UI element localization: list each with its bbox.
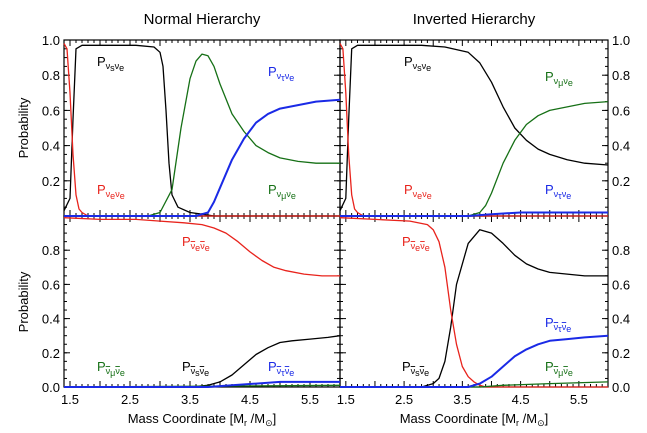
y-tick-label: 0.8 — [612, 68, 630, 83]
inverted-antineutrino-series-black — [340, 229, 608, 388]
y-tick-label: 0.4 — [612, 312, 630, 327]
y-axis-label-bottom: Probability — [16, 271, 31, 332]
x-tick-label: 5.5 — [301, 392, 319, 407]
normal-hierarchy-title: Normal Hierarchy — [144, 11, 261, 28]
label-p-antinus-antinue-normal: Pνsνe — [182, 359, 209, 378]
normal-neutrino-series-green — [64, 53, 340, 217]
label-p-antinue-antinue-inverted: Pνeνe — [402, 234, 430, 253]
y-tick-label: 0.0 — [612, 380, 630, 395]
y-tick-label: 0.2 — [612, 346, 630, 361]
inverted-antineutrino-series-blue — [340, 334, 609, 388]
inverted-neutrino-series-black — [339, 44, 609, 211]
y-axis-label-top: Probability — [16, 97, 31, 158]
normal-antineutrino-series-blue — [64, 380, 340, 388]
y-tick-label: 0.4 — [42, 139, 60, 154]
label-p-nue-nue-inverted: Pνeνe — [404, 182, 432, 201]
normal-neutrino-series-blue — [64, 98, 341, 217]
inverted-antineutrino-series-red — [339, 217, 608, 388]
x-axis-label-right: Mass Coordinate [Mr /M⊙] — [400, 411, 549, 428]
inverted-neutrino-series-blue — [340, 211, 608, 217]
x-tick-label: 5.5 — [570, 392, 588, 407]
label-p-antinumu-antinue-normal: Pνμνe — [97, 359, 125, 378]
y-tick-label: 0.2 — [612, 174, 630, 189]
y-tick-label: 0.0 — [42, 380, 60, 395]
x-tick-label: 4.5 — [241, 392, 259, 407]
y-tick-label: 0.6 — [42, 277, 60, 292]
data-lines — [63, 43, 609, 388]
inverted-neutrino-series-green — [340, 100, 609, 217]
x-tick-label: 2.5 — [121, 392, 139, 407]
label-p-antinutau-antinue-inverted: Pντνe — [545, 315, 571, 334]
y-tick-label: 0.6 — [42, 103, 60, 118]
label-p-nutau-nue-inverted: Pντνe — [545, 182, 571, 201]
y-tick-label: 0.4 — [42, 312, 60, 327]
x-tick-label: 2.5 — [395, 392, 413, 407]
x-axis-label-left: Mass Coordinate [Mr /M⊙] — [128, 411, 277, 428]
label-p-nue-nue-normal: Pνeνe — [97, 182, 125, 201]
panel-frame-inverted-antineutrino — [339, 215, 609, 388]
label-p-numu-nue-normal: Pνμνe — [268, 182, 296, 201]
y-tick-label: 0.2 — [42, 174, 60, 189]
inverted-hierarchy-title: Inverted Hierarchy — [413, 11, 536, 28]
label-p-nutau-nue-normal: Pντνe — [268, 64, 294, 83]
normal-neutrino-series-red — [63, 43, 340, 217]
label-p-antinue-antinue-normal: Pνeνe — [182, 234, 210, 253]
label-p-nus-nue-inverted: Pνsνe — [404, 54, 431, 73]
normal-antineutrino-series-red — [63, 217, 340, 277]
x-tick-label: 3.5 — [453, 392, 471, 407]
x-tick-label: 1.5 — [61, 392, 79, 407]
y-tick-label: 1.0 — [42, 33, 60, 48]
y-tick-label: 1.0 — [612, 33, 630, 48]
y-tick-label: 0.2 — [42, 346, 60, 361]
y-tick-label: 0.6 — [612, 103, 630, 118]
x-tick-label: 1.5 — [337, 392, 355, 407]
inverted-neutrino-series-red — [339, 43, 608, 217]
label-p-antinus-antinue-inverted: Pνsνe — [402, 359, 429, 378]
y-tick-label: 0.4 — [612, 139, 630, 154]
normal-antineutrino-series-black — [64, 335, 341, 388]
panel-frame-inverted-neutrino — [339, 39, 609, 217]
y-tick-label: 0.6 — [612, 277, 630, 292]
label-p-numu-nue-inverted: Pνμνe — [545, 69, 573, 88]
normal-neutrino-series-black — [63, 44, 340, 217]
label-p-antinutau-antinue-normal: Pντνe — [268, 359, 294, 378]
x-tick-label: 3.5 — [181, 392, 199, 407]
y-tick-label: 0.8 — [42, 68, 60, 83]
x-tick-label: 4.5 — [512, 392, 530, 407]
label-p-antinumu-antinue-inverted: Pνμνe — [545, 359, 573, 378]
y-tick-label: 0.8 — [42, 243, 60, 258]
label-p-nus-nue-normal: Pνsνe — [97, 54, 124, 73]
y-tick-label: 0.8 — [612, 243, 630, 258]
